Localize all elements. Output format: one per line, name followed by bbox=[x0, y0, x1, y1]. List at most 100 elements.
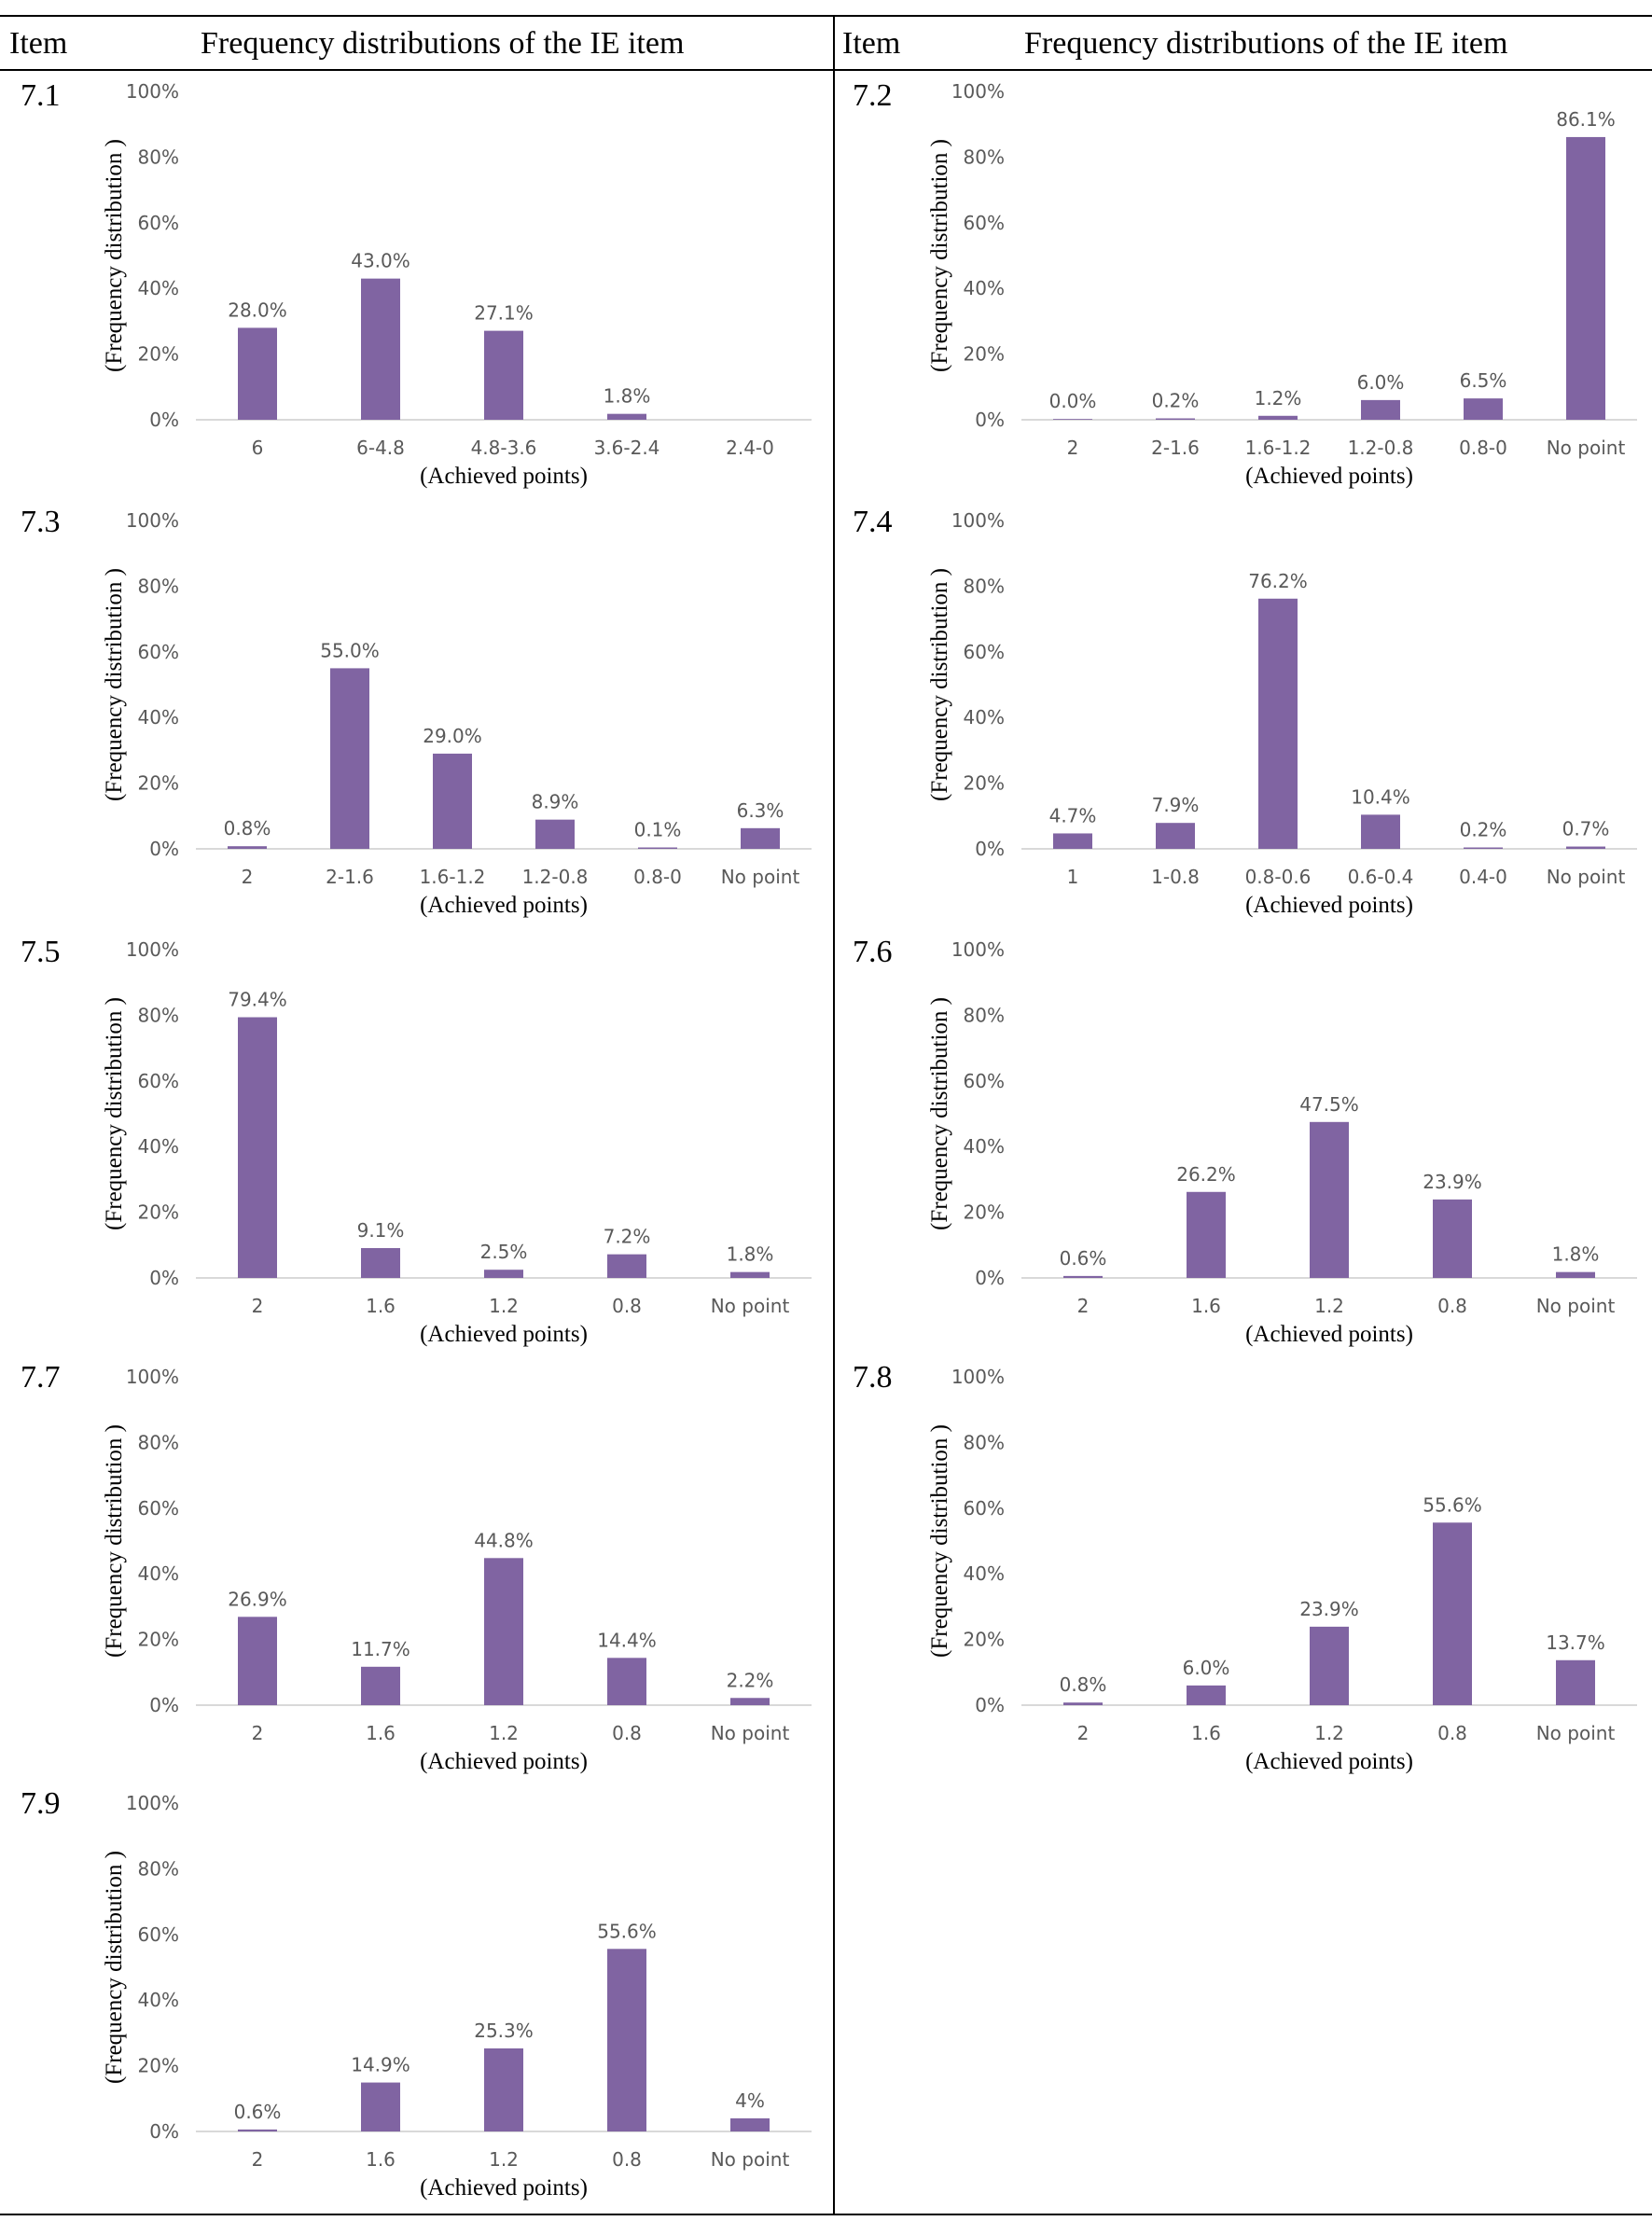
data-label: 4% bbox=[735, 2089, 765, 2112]
item-number: 7.9 bbox=[21, 1786, 61, 1821]
y-tick-label: 80% bbox=[138, 146, 179, 168]
category-label: No point bbox=[1536, 1295, 1616, 1317]
data-label: 0.8% bbox=[224, 817, 271, 840]
data-label: 1.2% bbox=[1255, 387, 1302, 410]
y-tick-label: 20% bbox=[964, 343, 1005, 366]
data-label: 0.8% bbox=[1060, 1673, 1107, 1696]
data-label: 26.9% bbox=[228, 1588, 287, 1610]
data-label: 79.4% bbox=[228, 989, 287, 1011]
y-tick-label: 100% bbox=[951, 80, 1005, 103]
table-bottom-rule bbox=[0, 2214, 1652, 2215]
y-tick-label: 100% bbox=[126, 1366, 179, 1388]
category-label: No point bbox=[721, 866, 800, 888]
y-tick-label: 80% bbox=[138, 575, 179, 597]
bar bbox=[361, 2082, 400, 2131]
data-label: 0.1% bbox=[634, 819, 682, 841]
bar bbox=[607, 1254, 646, 1278]
category-label: 1.2 bbox=[489, 2148, 519, 2171]
y-tick-label: 0% bbox=[149, 1694, 179, 1716]
data-label: 13.7% bbox=[1546, 1631, 1605, 1654]
bar bbox=[361, 1666, 400, 1705]
y-tick-label: 0% bbox=[975, 1694, 1005, 1716]
bar bbox=[1310, 1626, 1349, 1705]
y-axis-label: (Frequency distribution ) bbox=[927, 997, 952, 1230]
y-tick-label: 20% bbox=[138, 772, 179, 795]
bar bbox=[228, 846, 267, 849]
y-axis-label: (Frequency distribution ) bbox=[102, 568, 127, 801]
item-number: 7.8 bbox=[853, 1360, 893, 1395]
category-label: 1.2 bbox=[489, 1295, 519, 1317]
category-label: 1.2-0.8 bbox=[522, 866, 589, 888]
category-label: 6-4.8 bbox=[356, 437, 405, 459]
y-tick-label: 100% bbox=[126, 938, 179, 961]
y-tick-label: 100% bbox=[126, 1792, 179, 1814]
x-axis-label: (Achieved points) bbox=[420, 1749, 588, 1774]
y-axis-label: (Frequency distribution ) bbox=[102, 997, 127, 1230]
category-label: No point bbox=[1547, 866, 1626, 888]
y-tick-label: 40% bbox=[138, 1135, 179, 1158]
bar bbox=[330, 668, 369, 849]
bar bbox=[1310, 1121, 1349, 1278]
x-axis-label: (Achieved points) bbox=[420, 464, 588, 489]
table-top-rule bbox=[0, 15, 1652, 17]
category-label: 0.8 bbox=[612, 2148, 642, 2171]
category-label: 1.6 bbox=[1191, 1722, 1221, 1744]
x-axis-label: (Achieved points) bbox=[1245, 1749, 1413, 1774]
y-tick-label: 80% bbox=[138, 1004, 179, 1026]
bar bbox=[484, 330, 523, 420]
data-label: 0.6% bbox=[234, 2101, 282, 2123]
category-label: No point bbox=[711, 1295, 790, 1317]
y-tick-label: 80% bbox=[964, 1004, 1005, 1026]
category-label: 1.2-0.8 bbox=[1348, 437, 1414, 459]
category-label: 0.8 bbox=[612, 1722, 642, 1744]
category-label: 2.4-0 bbox=[726, 437, 774, 459]
bar bbox=[1156, 418, 1195, 420]
y-tick-label: 60% bbox=[138, 1497, 179, 1520]
item-number: 7.1 bbox=[21, 78, 61, 113]
bar bbox=[361, 1247, 400, 1278]
data-label: 44.8% bbox=[474, 1529, 534, 1551]
y-tick-label: 100% bbox=[951, 509, 1005, 532]
bar bbox=[433, 753, 472, 849]
bar bbox=[238, 2129, 277, 2131]
x-axis-label: (Achieved points) bbox=[1245, 464, 1413, 489]
bar bbox=[1063, 1275, 1103, 1278]
header-item-left: Item bbox=[9, 26, 68, 61]
bar bbox=[1187, 1685, 1226, 1705]
bar bbox=[1464, 847, 1503, 849]
y-tick-label: 60% bbox=[964, 1497, 1005, 1520]
y-tick-label: 0% bbox=[149, 838, 179, 860]
bar bbox=[1566, 136, 1605, 420]
item-number: 7.6 bbox=[853, 935, 893, 969]
y-tick-label: 20% bbox=[964, 1201, 1005, 1224]
category-label: 0.6-0.4 bbox=[1348, 866, 1414, 888]
y-tick-label: 40% bbox=[964, 277, 1005, 299]
data-label: 7.9% bbox=[1152, 794, 1200, 816]
bar bbox=[741, 827, 780, 849]
y-tick-label: 40% bbox=[964, 706, 1005, 729]
category-label: 0.8-0.6 bbox=[1245, 866, 1312, 888]
bar-chart-7-1: 0% 20% 40% 60% 80% 100% (Frequency distributio… bbox=[102, 80, 812, 489]
bar bbox=[1361, 399, 1400, 420]
y-tick-label: 20% bbox=[138, 2055, 179, 2077]
category-label: 0.8-0 bbox=[1459, 437, 1507, 459]
item-number: 7.3 bbox=[21, 505, 61, 539]
data-label: 55.6% bbox=[597, 1920, 657, 1942]
y-tick-label: 40% bbox=[138, 1989, 179, 2011]
header-item-right: Item bbox=[842, 26, 901, 61]
data-label: 47.5% bbox=[1299, 1093, 1359, 1116]
category-label: 2-1.6 bbox=[1151, 437, 1200, 459]
bar bbox=[730, 1698, 770, 1705]
data-label: 9.1% bbox=[357, 1219, 405, 1242]
bar bbox=[484, 1270, 523, 1278]
category-label: 3.6-2.4 bbox=[594, 437, 660, 459]
category-label: 0.4-0 bbox=[1459, 866, 1507, 888]
category-label: 2 bbox=[1067, 437, 1079, 459]
category-label: 6 bbox=[252, 437, 264, 459]
category-label: 1.6-1.2 bbox=[1245, 437, 1312, 459]
y-tick-label: 0% bbox=[149, 2120, 179, 2143]
y-axis-label: (Frequency distribution ) bbox=[102, 1851, 127, 2084]
x-axis-label: (Achieved points) bbox=[1245, 1322, 1413, 1347]
data-label: 55.6% bbox=[1423, 1493, 1482, 1516]
y-tick-label: 20% bbox=[138, 343, 179, 366]
